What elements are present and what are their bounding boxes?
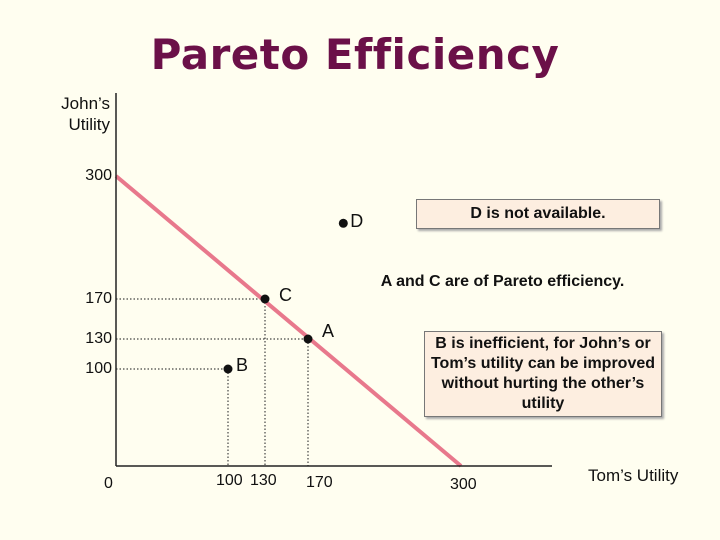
chart-title: Pareto Efficiency bbox=[150, 30, 560, 79]
y-tick-label: 100 bbox=[85, 360, 112, 377]
x-tick-label: 130 bbox=[250, 472, 277, 489]
note-pareto-efficiency: A and C are of Pareto efficiency. bbox=[380, 273, 625, 290]
point-d bbox=[338, 218, 348, 228]
point-c bbox=[260, 294, 270, 304]
x-axis-label: Tom’s Utility bbox=[588, 466, 679, 485]
y-tick-label: 300 bbox=[85, 167, 112, 184]
point-a bbox=[303, 334, 313, 344]
x-tick-label: 170 bbox=[306, 474, 333, 491]
x-tick-label: 100 bbox=[216, 472, 243, 489]
x-tick-label: 300 bbox=[450, 476, 477, 493]
point-label-b: B bbox=[236, 355, 249, 375]
note-d-not-available: D is not available. bbox=[416, 199, 660, 229]
point-markers bbox=[223, 218, 348, 374]
point-b bbox=[223, 364, 233, 374]
y-tick-label: 130 bbox=[85, 330, 112, 347]
point-label-d: D bbox=[350, 211, 364, 232]
y-axis-label: John’s Utility bbox=[61, 94, 110, 134]
guide-lines bbox=[116, 298, 309, 466]
x-tick-label: 0 bbox=[104, 475, 113, 492]
point-label-a: A bbox=[322, 321, 335, 341]
point-label-c: C bbox=[279, 285, 292, 305]
y-tick-label: 170 bbox=[85, 290, 112, 307]
utility-frontier-line bbox=[114, 174, 463, 468]
note-b-inefficient: B is inefficient, for John’s or Tom’s ut… bbox=[424, 331, 662, 417]
